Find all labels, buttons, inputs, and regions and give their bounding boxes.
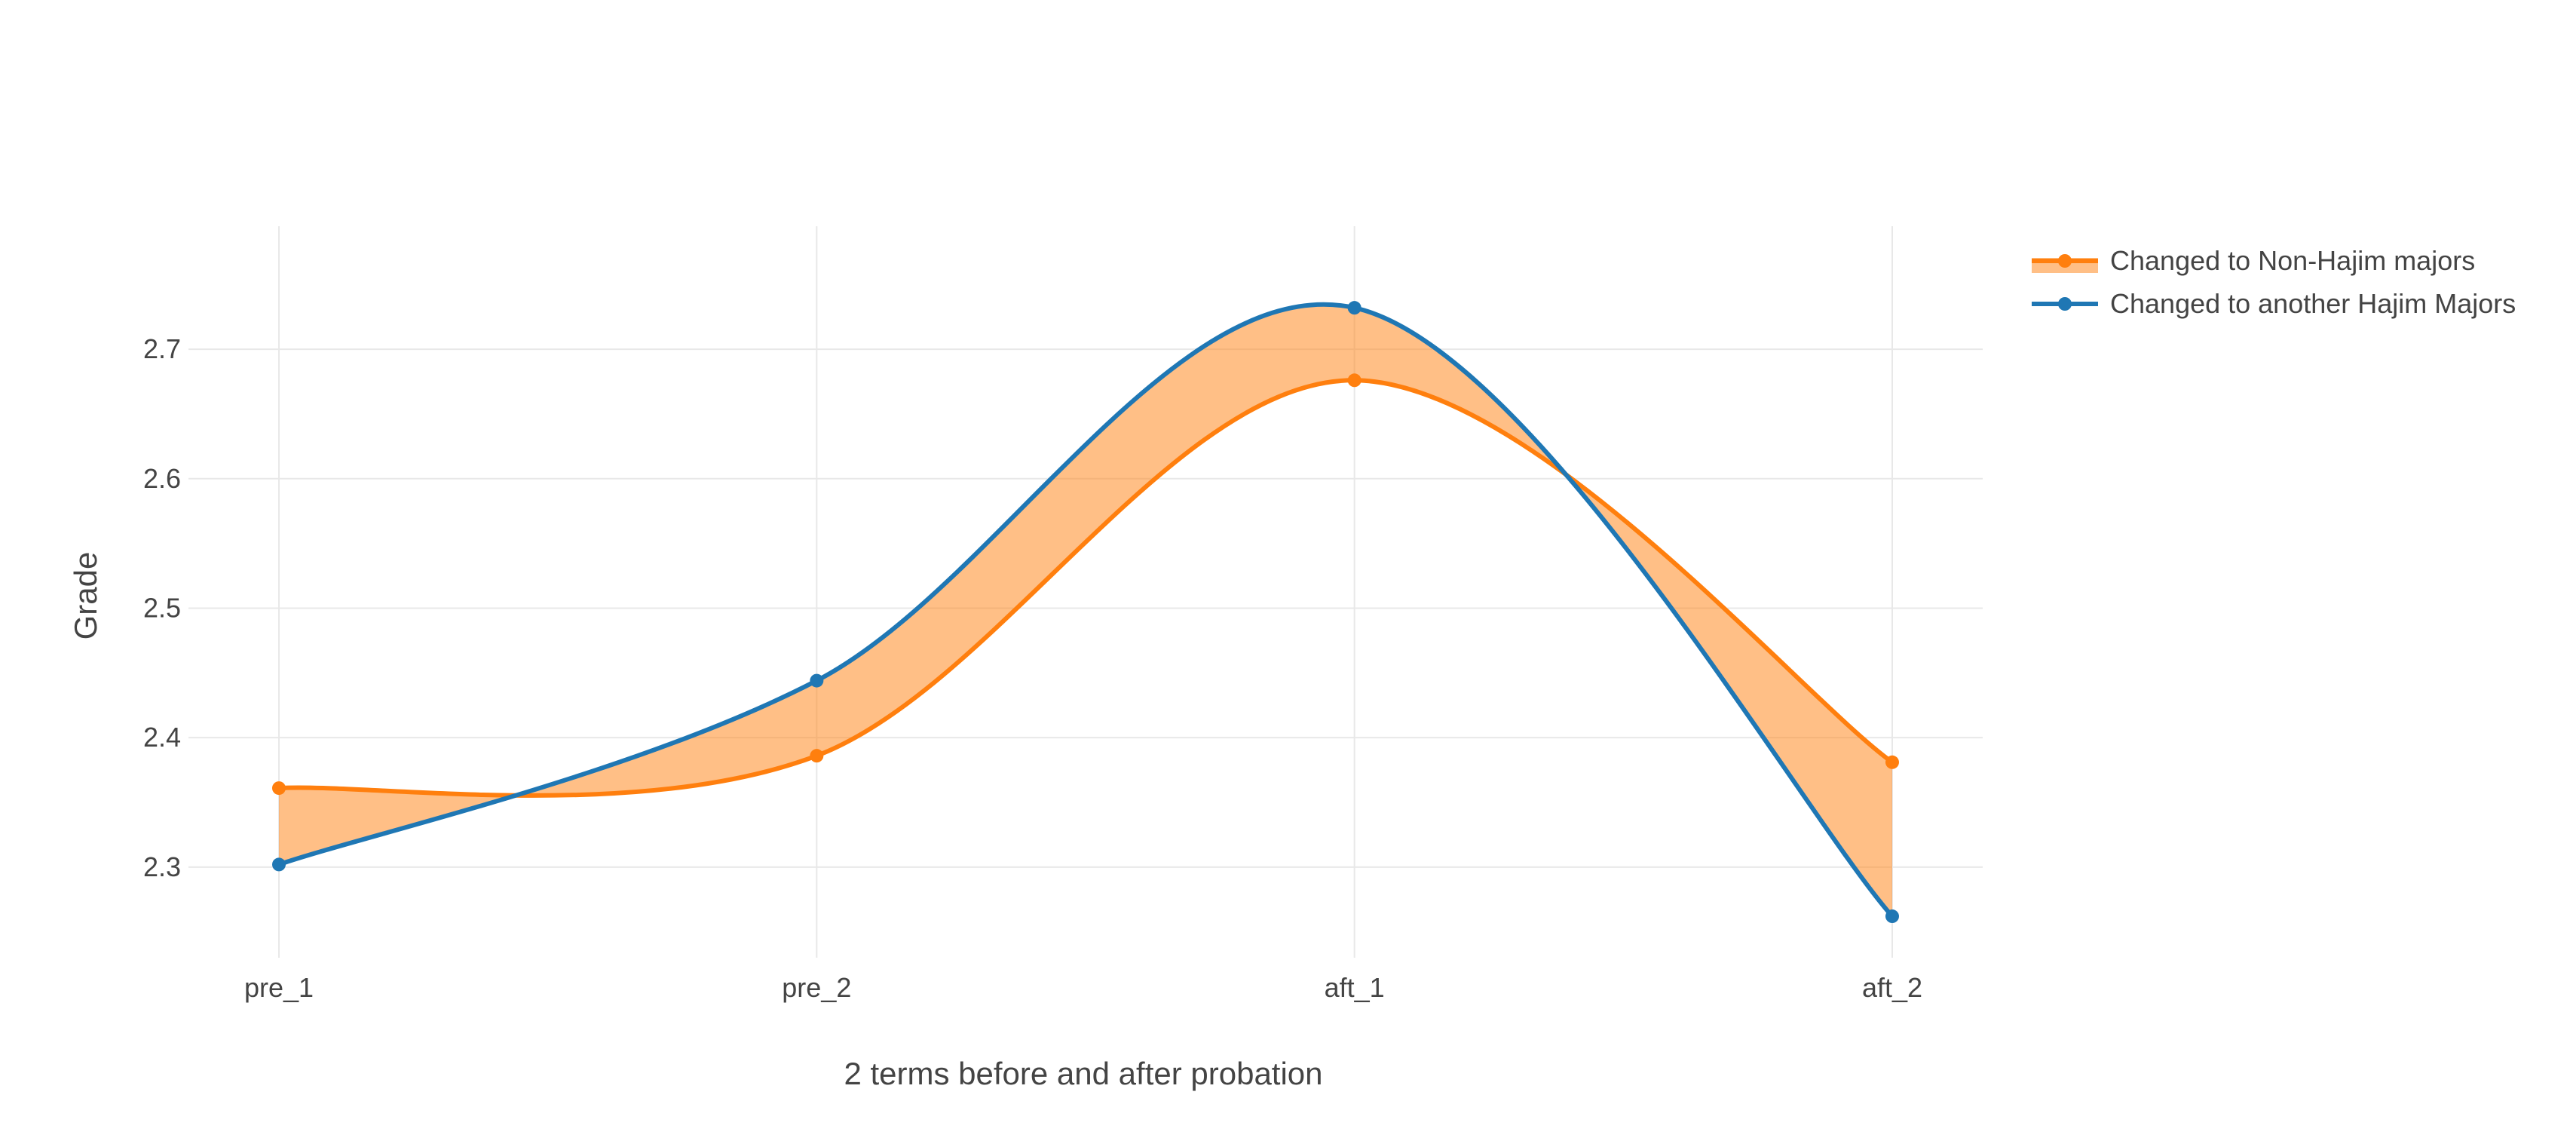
fill-area — [279, 304, 1892, 917]
y-tick-label: 2.3 — [143, 851, 181, 882]
y-tick-label: 2.4 — [143, 722, 181, 753]
y-axis-title: Grade — [68, 552, 103, 640]
series-line[interactable] — [278, 378, 1894, 798]
x-tick-label: aft_1 — [1325, 972, 1385, 1003]
tick-labels: pre_1 pre_2 aft_1 aft_2 2.3 2.4 2.5 2.6 2.7 — [143, 333, 1922, 1003]
data-point[interactable] — [1347, 373, 1362, 388]
series-lines — [272, 301, 1899, 924]
x-axis-title: 2 terms before and after probation — [844, 1056, 1322, 1091]
legend-label: Changed to another Hajim Majors — [2110, 288, 2516, 319]
y-tick-label: 2.5 — [143, 592, 181, 623]
y-tick-label: 2.7 — [143, 333, 181, 364]
x-tick-label: pre_1 — [244, 972, 314, 1003]
data-point[interactable] — [810, 749, 824, 763]
x-tick-label: aft_2 — [1862, 972, 1922, 1003]
legend-marker — [2058, 254, 2072, 268]
grid — [188, 226, 1983, 958]
data-point[interactable] — [272, 857, 286, 872]
x-tick-label: pre_2 — [782, 972, 851, 1003]
data-point[interactable] — [1347, 301, 1362, 315]
legend-label: Changed to Non-Hajim majors — [2110, 245, 2475, 276]
data-point[interactable] — [1885, 909, 1899, 924]
data-point[interactable] — [1885, 755, 1899, 769]
data-point[interactable] — [272, 781, 286, 796]
legend-item[interactable]: Changed to another Hajim Majors — [2032, 288, 2516, 319]
series-line[interactable] — [278, 302, 1894, 919]
fill-between-area — [279, 304, 1892, 917]
legend-marker — [2058, 297, 2072, 311]
y-tick-label: 2.6 — [143, 463, 181, 494]
data-point[interactable] — [810, 673, 824, 688]
legend-item[interactable]: Changed to Non-Hajim majors — [2032, 245, 2475, 276]
legend[interactable]: Changed to Non-Hajim majors Changed to an… — [2032, 245, 2516, 319]
